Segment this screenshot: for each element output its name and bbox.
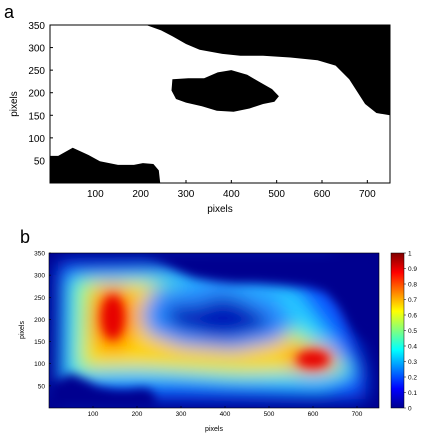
- y-tick-label: 300: [34, 273, 45, 280]
- x-tick-label: 300: [178, 189, 195, 200]
- panel-b: 100 200 300 400 500 600 700 50 100 150 200 250 300 35…: [19, 251, 417, 434]
- panel-b-ticks: 100 200 300 400 500 600 700 50 100 150 200 250 300 35…: [34, 251, 363, 419]
- panel-b-xlabel: pixels: [205, 426, 223, 433]
- x-tick-label: 200: [132, 189, 149, 200]
- panel-a-frame: [49, 24, 391, 184]
- y-tick-label: 50: [34, 156, 46, 167]
- panel-b-letter: b: [20, 227, 30, 247]
- heat-core-low: [166, 297, 272, 338]
- y-tick-label: 100: [34, 361, 45, 368]
- y-tick-label: 350: [34, 251, 45, 258]
- heat-obstacle-lower-left: [49, 373, 156, 408]
- y-tick-label: 350: [28, 21, 45, 32]
- y-tick-label: 50: [38, 383, 46, 390]
- x-tick-label: 400: [223, 189, 240, 200]
- colorbar: [390, 252, 405, 409]
- panel-a-letter: a: [4, 2, 15, 22]
- x-tick-label: 400: [220, 411, 231, 418]
- x-tick-label: 100: [87, 189, 104, 200]
- panel-b-frame: [48, 252, 380, 409]
- colorbar-tick-label: 0.4: [408, 344, 417, 351]
- heat-obstacle-upper-right: [142, 253, 379, 342]
- colorbar-ticks: 0 0.1 0.2 0.3 0.4 0.5 0.6 0.7 0.8 0.9 1: [404, 251, 417, 413]
- colorbar-tick-label: 0: [408, 406, 412, 413]
- panel-a-xlabel: pixels: [207, 204, 233, 215]
- colorbar-tick-label: 0.6: [408, 313, 417, 320]
- x-tick-label: 200: [132, 411, 143, 418]
- x-tick-label: 600: [308, 411, 319, 418]
- x-tick-label: 500: [268, 189, 285, 200]
- panel-a-ylabel: pixels: [9, 91, 20, 117]
- heat-peaks: [101, 295, 329, 368]
- y-tick-label: 150: [28, 111, 45, 122]
- colorbar-tick-label: 0.3: [408, 359, 417, 366]
- y-tick-label: 100: [28, 134, 45, 145]
- colorbar-tick-label: 0.9: [408, 266, 417, 273]
- x-tick-label: 100: [88, 411, 99, 418]
- panel-a-obstacles: [50, 25, 390, 183]
- x-tick-label: 600: [314, 189, 331, 200]
- panel-a-ticks: 100 200 300 400 500 600 700 50 100 150 200 250 300 35…: [28, 21, 376, 200]
- colorbar-tick-label: 0.5: [408, 328, 417, 335]
- hotspot-red: [297, 351, 329, 368]
- obstacle-upper-right: [146, 25, 390, 116]
- y-tick-label: 150: [34, 339, 45, 346]
- y-tick-label: 200: [34, 317, 45, 324]
- y-tick-label: 200: [28, 89, 45, 100]
- colorbar-tick-label: 0.7: [408, 297, 417, 304]
- obstacle-center: [171, 70, 279, 112]
- heat-obstacles-dark: [49, 253, 379, 408]
- y-tick-label: 250: [34, 295, 45, 302]
- y-tick-label: 250: [28, 66, 45, 77]
- colorbar-tick-label: 0.1: [408, 390, 417, 397]
- colorbar-tick-label: 0.2: [408, 375, 417, 382]
- x-tick-label: 700: [352, 411, 363, 418]
- obstacle-lower-left: [50, 147, 161, 183]
- panel-b-ylabel: pixels: [19, 321, 26, 339]
- y-tick-label: 300: [28, 44, 45, 55]
- colorbar-tick-label: 1: [408, 251, 412, 258]
- hotspot-red: [101, 295, 124, 340]
- x-tick-label: 300: [176, 411, 187, 418]
- panel-b-heatmap: [49, 253, 379, 408]
- colorbar-tick-label: 0.8: [408, 282, 417, 289]
- x-tick-label: 700: [359, 189, 376, 200]
- heat-field: [57, 261, 366, 400]
- panel-a: 100 200 300 400 500 600 700 50 100 150 200 250 300 35…: [9, 21, 391, 215]
- x-tick-label: 500: [264, 411, 275, 418]
